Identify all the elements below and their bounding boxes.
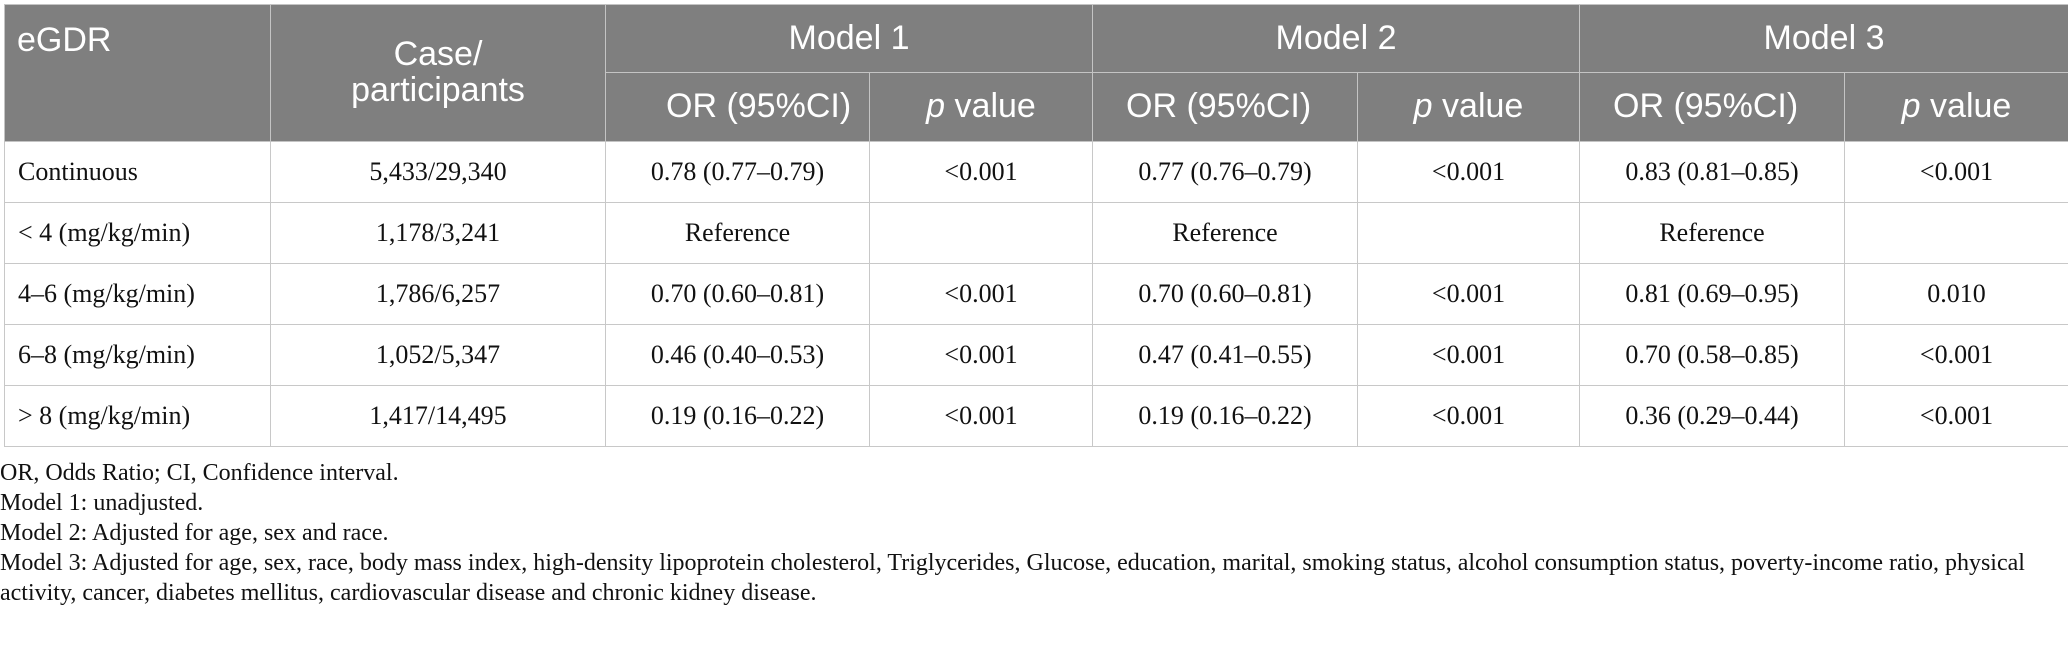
- m3-p: <0.001: [1844, 141, 2068, 203]
- case-participants: 1,052/5,347: [270, 324, 606, 386]
- p-value-text: value: [1920, 87, 2012, 126]
- m2-or: Reference: [1092, 202, 1358, 264]
- m1-or: 0.19 (0.16–0.22): [605, 385, 870, 447]
- m3-p: 0.010: [1844, 263, 2068, 325]
- table-row: 6–8 (mg/kg/min) 1,052/5,347 0.46 (0.40–0…: [4, 324, 2068, 386]
- m2-or: 0.77 (0.76–0.79): [1092, 141, 1358, 203]
- row-label: 6–8 (mg/kg/min): [4, 324, 271, 386]
- m3-p: <0.001: [1844, 324, 2068, 386]
- footnote-model-2: Model 2: Adjusted for age, sex and race.: [0, 520, 389, 546]
- table-row: 4–6 (mg/kg/min) 1,786/6,257 0.70 (0.60–0…: [4, 263, 2068, 325]
- m3-or: 0.83 (0.81–0.85): [1579, 141, 1845, 203]
- m2-or: 0.70 (0.60–0.81): [1092, 263, 1358, 325]
- case-participants: 5,433/29,340: [270, 141, 606, 203]
- row-label: > 8 (mg/kg/min): [4, 385, 271, 447]
- p-value-text: value: [945, 87, 1036, 126]
- case-participants: 1,417/14,495: [270, 385, 606, 447]
- p-italic: p: [1413, 87, 1433, 126]
- table-row: > 8 (mg/kg/min) 1,417/14,495 0.19 (0.16–…: [4, 385, 2068, 447]
- results-table: eGDR Case/ participants Model 1 Model 2 …: [4, 4, 2068, 447]
- footnote-model-1: Model 1: unadjusted.: [0, 490, 204, 516]
- header-m2-or: OR (95%CI): [1092, 72, 1358, 142]
- header-model-3: Model 3: [1579, 4, 2068, 73]
- m3-p: <0.001: [1844, 385, 2068, 447]
- m1-or: 0.78 (0.77–0.79): [605, 141, 870, 203]
- header-model-1: Model 1: [605, 4, 1093, 73]
- header-m3-p: p value: [1844, 72, 2068, 142]
- header-m1-or: OR (95%CI): [605, 72, 870, 142]
- m3-or: 0.81 (0.69–0.95): [1579, 263, 1845, 325]
- header-case-participants: Case/ participants: [270, 4, 606, 142]
- m1-p: <0.001: [869, 385, 1093, 447]
- m1-p: <0.001: [869, 141, 1093, 203]
- row-label: 4–6 (mg/kg/min): [4, 263, 271, 325]
- m3-or: Reference: [1579, 202, 1845, 264]
- p-italic: p: [1901, 87, 1921, 126]
- m3-or: 0.36 (0.29–0.44): [1579, 385, 1845, 447]
- m1-p: <0.001: [869, 263, 1093, 325]
- header-case-participants-text: Case/ participants: [351, 35, 525, 109]
- header-m1-p: p value: [869, 72, 1093, 142]
- m1-or: Reference: [605, 202, 870, 264]
- m2-or: 0.19 (0.16–0.22): [1092, 385, 1358, 447]
- m1-p: [869, 202, 1093, 264]
- p-italic: p: [926, 87, 946, 126]
- header-row-1: eGDR Case/ participants Model 1 Model 2 …: [4, 4, 2068, 142]
- p-value-text: value: [1432, 87, 1524, 126]
- header-egdr: eGDR: [4, 4, 271, 142]
- m2-p: <0.001: [1357, 141, 1580, 203]
- table-row: < 4 (mg/kg/min) 1,178/3,241 Reference Re…: [4, 202, 2068, 264]
- m2-p: <0.001: [1357, 263, 1580, 325]
- case-participants: 1,786/6,257: [270, 263, 606, 325]
- header-m2-p: p value: [1357, 72, 1580, 142]
- m2-or: 0.47 (0.41–0.55): [1092, 324, 1358, 386]
- footnote-abbreviations: OR, Odds Ratio; CI, Confidence interval.: [0, 460, 399, 486]
- header-m3-or: OR (95%CI): [1579, 72, 1845, 142]
- m1-or: 0.46 (0.40–0.53): [605, 324, 870, 386]
- header-row-2: OR (95%CI) p value OR (95%CI) p value OR…: [5, 72, 2068, 142]
- m1-p: <0.001: [869, 324, 1093, 386]
- m3-or: 0.70 (0.58–0.85): [1579, 324, 1845, 386]
- m3-p: [1844, 202, 2068, 264]
- table-row: Continuous 5,433/29,340 0.78 (0.77–0.79)…: [4, 141, 2068, 203]
- footnote-model-3: Model 3: Adjusted for age, sex, race, bo…: [0, 550, 2025, 606]
- table-footnotes: OR, Odds Ratio; CI, Confidence interval.…: [0, 458, 2060, 608]
- m1-or: 0.70 (0.60–0.81): [605, 263, 870, 325]
- header-model-2: Model 2: [1092, 4, 1580, 73]
- m2-p: <0.001: [1357, 385, 1580, 447]
- case-participants: 1,178/3,241: [270, 202, 606, 264]
- m2-p: [1357, 202, 1580, 264]
- row-label: Continuous: [4, 141, 271, 203]
- m2-p: <0.001: [1357, 324, 1580, 386]
- row-label: < 4 (mg/kg/min): [4, 202, 271, 264]
